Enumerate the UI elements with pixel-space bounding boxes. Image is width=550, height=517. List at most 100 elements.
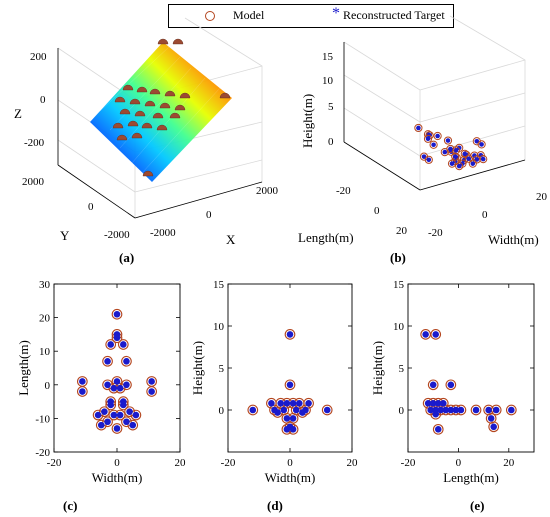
target-point [283, 415, 291, 422]
x-axis-label: Length(m) [443, 470, 499, 485]
target-point [113, 310, 121, 318]
target-point [432, 410, 440, 418]
b-target-point [474, 138, 480, 144]
model-point [105, 339, 117, 350]
model-marker-icon [205, 11, 215, 21]
surface-bump [157, 38, 169, 45]
target-point [79, 378, 86, 385]
model-point [111, 423, 123, 434]
surface-bump [136, 86, 148, 93]
target-point [116, 411, 124, 419]
target-point [429, 381, 437, 389]
a-x-axis-label: X [226, 232, 236, 247]
target-point [129, 421, 137, 429]
target-point [292, 406, 300, 414]
y-axis-label: Height(m) [370, 341, 385, 395]
target-point [427, 406, 434, 414]
target-point [274, 409, 281, 416]
a-x-tick-2000: 2000 [256, 185, 279, 197]
legend-target-label: Reconstructed Target [343, 8, 445, 22]
surface-bump [156, 124, 168, 131]
model-point [117, 339, 129, 350]
x-tick-label: -20 [221, 457, 236, 469]
b-target-point [453, 148, 459, 153]
target-point [289, 426, 297, 433]
target-point [101, 408, 108, 415]
target-point [113, 425, 121, 432]
surface-bump [142, 170, 154, 177]
x-tick-label: 0 [114, 457, 120, 469]
surface-mesh-lines [99, 46, 221, 174]
x-tick-label: -20 [47, 457, 62, 469]
b-z-tick-15: 15 [322, 51, 334, 63]
model-point [95, 419, 107, 431]
b-target-point [426, 157, 432, 163]
surface-bump [149, 88, 161, 95]
target-point [490, 423, 497, 431]
b-model-point [446, 144, 455, 154]
b-model-point [423, 134, 433, 143]
target-point [249, 406, 257, 414]
b-target-point [480, 156, 486, 162]
a-x-tick-0: 0 [206, 209, 212, 221]
b-target-point [449, 161, 455, 166]
model-point [247, 404, 259, 416]
b-model-point [443, 136, 453, 145]
model-point [427, 379, 439, 391]
y-tick-label: 15 [393, 279, 405, 291]
b-y-tick-0: 0 [374, 205, 380, 217]
surface-bump [112, 122, 124, 129]
x-tick-label: 20 [347, 457, 359, 469]
panel-d-scatter: -20 0 20 0 5 10 15 Width(m) Height(m) [190, 279, 358, 485]
surface-bump [152, 112, 164, 119]
b-target-point [462, 151, 468, 157]
b-target-point [421, 154, 427, 159]
panel-b-axes [343, 42, 526, 191]
panel-label-b: (b) [390, 250, 406, 265]
surface-bump [119, 108, 131, 115]
b-model-point [468, 159, 477, 168]
b-target-point [474, 157, 480, 162]
target-point [148, 388, 155, 395]
surface-bump [159, 102, 171, 109]
target-point [508, 406, 515, 414]
model-point [121, 355, 132, 367]
b-model-point [429, 140, 438, 149]
x-tick-label: 0 [287, 457, 293, 469]
panel-a-target-bumps [112, 38, 231, 177]
a-x-tick-neg2000: -2000 [150, 227, 176, 239]
surface-bump [122, 84, 134, 91]
legend: Model * Reconstructed Target [168, 4, 454, 28]
target-point [296, 399, 303, 407]
model-point [102, 355, 113, 367]
model-point [76, 386, 88, 397]
target-point [452, 406, 460, 414]
surface-bump [129, 98, 141, 105]
y-tick-label: 10 [213, 321, 225, 333]
target-point [432, 331, 440, 338]
target-point [289, 399, 297, 407]
target-point [113, 334, 121, 342]
b-target-point [478, 152, 484, 158]
target-point [107, 341, 114, 348]
b-model-point [414, 123, 423, 133]
a-y-tick-neg2000: -2000 [104, 229, 130, 241]
surface-bump [131, 132, 143, 139]
model-point [121, 379, 132, 391]
b-target-point [456, 163, 462, 169]
target-point [424, 399, 432, 407]
target-point [268, 399, 275, 407]
b-target-point [479, 142, 484, 147]
b-model-point [424, 155, 433, 164]
a-z-tick-neg200: -200 [24, 137, 45, 149]
surface-bump [134, 110, 146, 117]
model-point [470, 404, 482, 416]
target-point [472, 406, 480, 414]
model-point [102, 379, 113, 391]
target-point [116, 384, 124, 392]
target-point [422, 331, 429, 338]
surface-bump [219, 92, 231, 99]
b-z-axis-label: Height(m) [300, 94, 315, 148]
model-point [432, 423, 444, 435]
panel-label-a: (a) [119, 250, 135, 265]
